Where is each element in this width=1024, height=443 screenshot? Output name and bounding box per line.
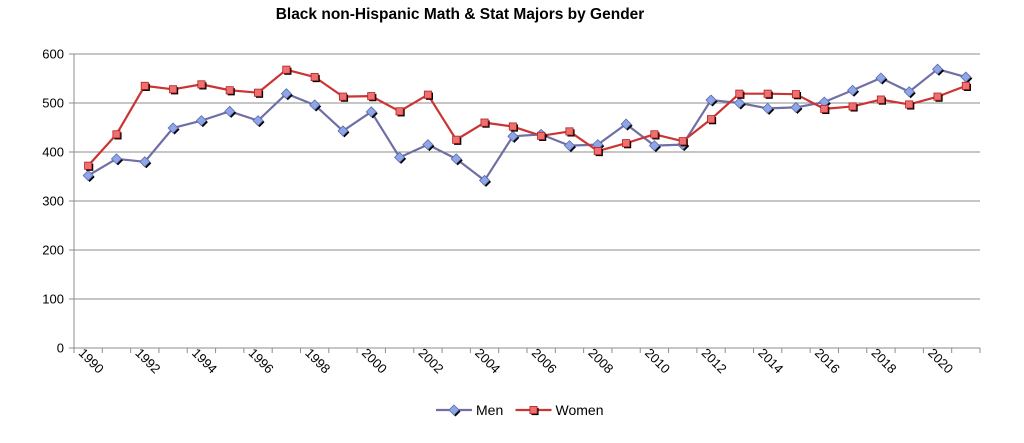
data-point-women xyxy=(678,137,687,146)
legend-marker-women xyxy=(529,405,538,414)
data-point-women xyxy=(84,161,93,170)
data-point-women xyxy=(876,95,885,104)
chart-title: Black non-Hispanic Math & Stat Majors by… xyxy=(275,6,645,23)
data-point-women xyxy=(480,118,489,127)
data-point-women xyxy=(622,139,631,148)
data-point-women xyxy=(848,102,857,111)
data-point-men xyxy=(309,99,321,111)
data-point-men xyxy=(167,122,179,134)
data-point-men xyxy=(563,140,576,152)
data-point-women xyxy=(112,130,121,139)
data-point-women xyxy=(282,65,291,74)
data-point-women xyxy=(254,88,263,97)
legend-label-men: Men xyxy=(476,402,503,418)
data-point-women xyxy=(933,92,942,101)
data-point-women xyxy=(452,135,461,144)
data-point-women xyxy=(508,122,517,131)
data-point-men xyxy=(394,151,406,163)
y-tick-label: 500 xyxy=(42,96,64,111)
data-point-men xyxy=(280,88,292,100)
data-point-men xyxy=(422,139,434,151)
data-point-men xyxy=(224,105,236,117)
data-point-women xyxy=(650,130,659,139)
data-point-women xyxy=(905,100,914,109)
data-point-men xyxy=(252,115,264,127)
data-point-women xyxy=(395,107,404,116)
data-point-women xyxy=(197,80,206,89)
data-point-women xyxy=(169,85,178,94)
data-point-men xyxy=(139,156,151,168)
data-point-women xyxy=(791,90,800,99)
data-point-men xyxy=(110,153,123,165)
data-point-men xyxy=(847,84,859,96)
y-tick-label: 100 xyxy=(42,292,64,307)
data-point-men xyxy=(195,115,207,127)
data-point-women xyxy=(367,92,376,101)
data-point-women xyxy=(961,81,970,90)
data-point-women xyxy=(565,127,574,136)
data-point-women xyxy=(593,147,602,156)
data-point-men xyxy=(450,153,462,165)
data-point-women xyxy=(423,90,432,99)
data-point-men xyxy=(762,102,774,114)
data-point-men xyxy=(790,101,802,113)
series-line-men xyxy=(87,68,967,182)
series-line-women xyxy=(87,68,967,167)
data-point-women xyxy=(338,92,347,101)
data-point-men xyxy=(705,94,717,106)
data-point-women xyxy=(763,89,772,98)
legend-label-women: Women xyxy=(556,402,604,418)
legend-marker-men xyxy=(448,404,460,416)
data-point-women xyxy=(310,73,319,82)
data-point-men xyxy=(620,118,632,130)
data-point-women xyxy=(735,89,744,98)
y-tick-label: 600 xyxy=(42,47,64,62)
data-point-women xyxy=(820,104,829,113)
y-tick-label: 200 xyxy=(42,243,64,258)
data-point-women xyxy=(537,131,546,140)
data-point-men xyxy=(875,72,887,84)
data-point-men xyxy=(82,169,94,182)
data-point-men xyxy=(337,125,349,137)
data-point-men xyxy=(507,130,519,142)
data-point-men xyxy=(365,106,377,118)
data-point-men xyxy=(733,97,745,109)
data-point-men xyxy=(478,174,491,186)
data-point-women xyxy=(140,81,149,90)
data-point-men xyxy=(903,86,915,98)
data-point-men xyxy=(648,140,660,152)
y-tick-label: 400 xyxy=(42,145,64,160)
data-point-men xyxy=(931,63,944,75)
y-tick-label: 300 xyxy=(42,194,64,209)
y-tick-label: 0 xyxy=(57,341,64,356)
data-point-women xyxy=(707,115,716,124)
data-point-women xyxy=(225,86,234,95)
